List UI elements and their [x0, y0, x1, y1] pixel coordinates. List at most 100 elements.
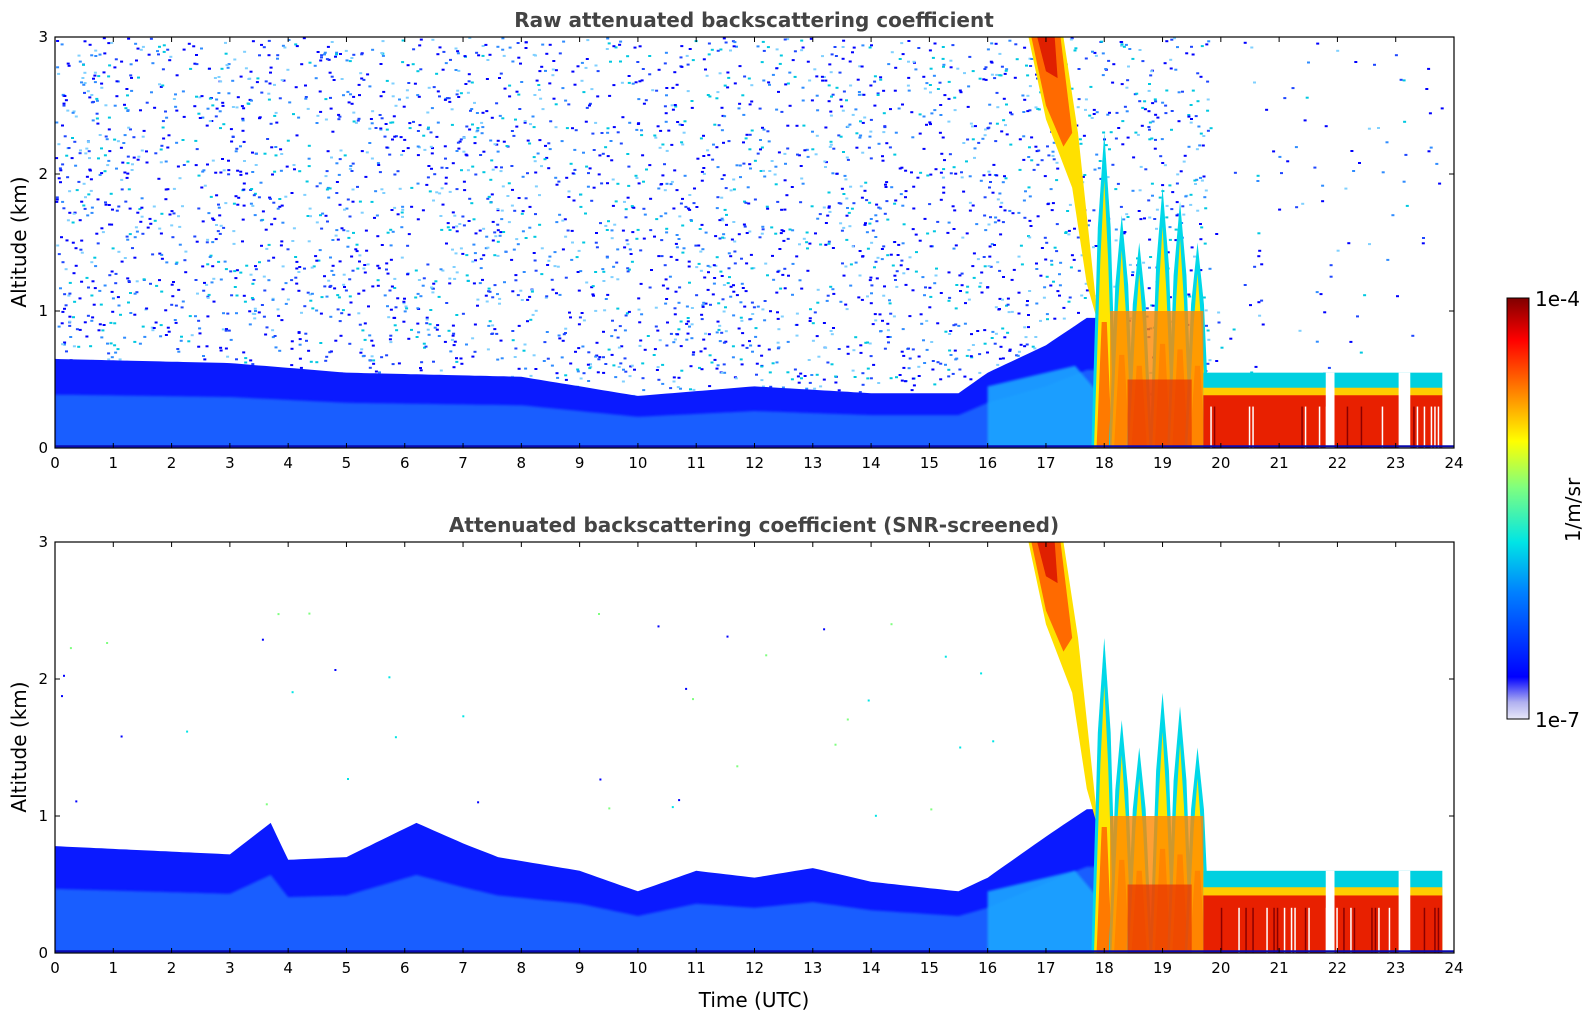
x-tick-label: 10 — [628, 454, 647, 472]
panel-raw-title: Raw attenuated backscattering coefficien… — [514, 8, 994, 32]
x-tick-label: 23 — [1386, 454, 1405, 472]
low-cloud-streak — [1318, 406, 1321, 448]
x-tick-label: 20 — [1211, 959, 1230, 977]
x-tick-label: 13 — [803, 959, 822, 977]
low-cloud-streak — [1336, 907, 1338, 953]
low-cloud-layer — [1203, 870, 1443, 953]
x-tick-label: 2 — [167, 959, 177, 977]
x-tick-label: 24 — [1444, 454, 1463, 472]
boundary-layer-core — [55, 866, 1105, 953]
x-tick-label: 9 — [575, 959, 585, 977]
x-tick-label: 16 — [978, 959, 997, 977]
low-cloud-gap — [1325, 372, 1335, 448]
mixed-layer — [987, 365, 1111, 448]
tower-mid — [1093, 180, 1115, 448]
tower-core — [1096, 826, 1112, 953]
low-cloud-streak — [1252, 406, 1254, 448]
y-tick-label: 1 — [38, 302, 48, 320]
low-cloud-streak — [1346, 406, 1349, 448]
low-cloud-streak — [1283, 907, 1286, 953]
x-tick-label: 0 — [50, 959, 60, 977]
x-tick-label: 18 — [1095, 454, 1114, 472]
low-cloud-streak — [1276, 907, 1279, 953]
colorbar-scale — [1506, 297, 1530, 720]
panel-screened-plot — [55, 542, 1454, 953]
low-cloud-gap — [1398, 372, 1411, 448]
low-cloud-streak — [1290, 907, 1293, 953]
x-tick-label: 8 — [517, 959, 527, 977]
x-tick-label: 23 — [1386, 959, 1405, 977]
low-cloud-streak — [1437, 907, 1440, 953]
panel-screened-ylabel: Altitude (km) — [7, 681, 31, 812]
cirrus-edge — [1028, 37, 1099, 325]
panel-screened: Attenuated backscattering coefficient (S… — [7, 513, 1464, 1012]
low-cloud-streak — [1238, 907, 1240, 953]
y-tick-label: 2 — [38, 165, 48, 183]
panel-screened-xlabel: Time (UTC) — [698, 988, 810, 1012]
plot-layer — [55, 37, 1454, 448]
low-cloud-streak — [1423, 907, 1426, 953]
panel-raw-yticks: 0 1 2 3 — [38, 28, 1454, 457]
low-cloud-streak — [1301, 406, 1303, 448]
x-tick-label: 6 — [400, 959, 410, 977]
low-cloud-streak — [1304, 907, 1307, 953]
panel-raw-xticks: 0 1 2 3 4 5 6 7 8 9 10 11 12 13 14 15 16 17 18 19 20 21 22 23 24 — [50, 37, 1464, 472]
low-cloud-streak — [1248, 406, 1251, 448]
colorbar-label: 1/m/sr — [1561, 477, 1585, 542]
low-cloud-streak — [1434, 907, 1436, 953]
cirrus-center — [1037, 37, 1058, 79]
y-tick-label: 0 — [38, 944, 48, 962]
low-cloud-layer — [1203, 372, 1443, 448]
x-tick-label: 9 — [575, 454, 585, 472]
low-cloud-streak — [1388, 907, 1391, 953]
x-tick-label: 2 — [167, 454, 177, 472]
x-tick-label: 14 — [862, 454, 881, 472]
low-cloud-streak — [1374, 907, 1377, 953]
low-cloud-gap — [1398, 870, 1411, 953]
cirrus-fallstreak — [1028, 542, 1099, 830]
low-cloud-streak — [1353, 907, 1356, 953]
panel-screened-yticks: 0 1 2 3 — [38, 533, 1454, 962]
panel-raw-ylabel: Altitude (km) — [7, 176, 31, 307]
x-tick-label: 11 — [687, 454, 706, 472]
x-tick-label: 13 — [803, 454, 822, 472]
x-tick-label: 1 — [109, 959, 119, 977]
x-tick-label: 4 — [283, 454, 293, 472]
x-tick-label: 19 — [1153, 454, 1172, 472]
mixed-layer — [987, 870, 1111, 953]
x-tick-label: 8 — [517, 454, 527, 472]
x-tick-label: 22 — [1328, 454, 1347, 472]
dense-cloud-core — [1127, 884, 1192, 953]
cirrus-fallstreak — [1028, 37, 1099, 325]
low-cloud-streak — [1360, 406, 1363, 448]
cirrus-core — [1031, 37, 1073, 147]
low-cloud-streak — [1437, 406, 1440, 448]
x-tick-label: 22 — [1328, 959, 1347, 977]
dense-cloud-core — [1127, 379, 1192, 448]
low-cloud-streak — [1378, 907, 1380, 953]
cirrus-core — [1031, 542, 1073, 652]
low-cloud-streak — [1210, 406, 1212, 448]
x-tick-label: 18 — [1095, 959, 1114, 977]
low-cloud-streak — [1294, 907, 1296, 953]
colorbar-min-label: 1e-7 — [1535, 708, 1580, 732]
low-cloud-streak — [1430, 406, 1433, 448]
panel-raw-plot — [55, 37, 1454, 448]
x-tick-label: 19 — [1153, 959, 1172, 977]
x-tick-label: 15 — [920, 454, 939, 472]
tower-core — [1096, 321, 1112, 448]
x-tick-label: 14 — [862, 959, 881, 977]
low-cloud-streak — [1308, 907, 1310, 953]
x-tick-label: 10 — [628, 959, 647, 977]
low-cloud-gap — [1325, 870, 1335, 953]
x-tick-label: 1 — [109, 454, 119, 472]
x-tick-label: 3 — [225, 454, 235, 472]
x-tick-label: 24 — [1444, 959, 1463, 977]
low-cloud-streak — [1220, 907, 1223, 953]
x-tick-label: 17 — [1036, 454, 1055, 472]
y-tick-label: 2 — [38, 670, 48, 688]
low-cloud-streak — [1252, 907, 1254, 953]
x-tick-label: 4 — [283, 959, 293, 977]
x-tick-label: 0 — [50, 454, 60, 472]
